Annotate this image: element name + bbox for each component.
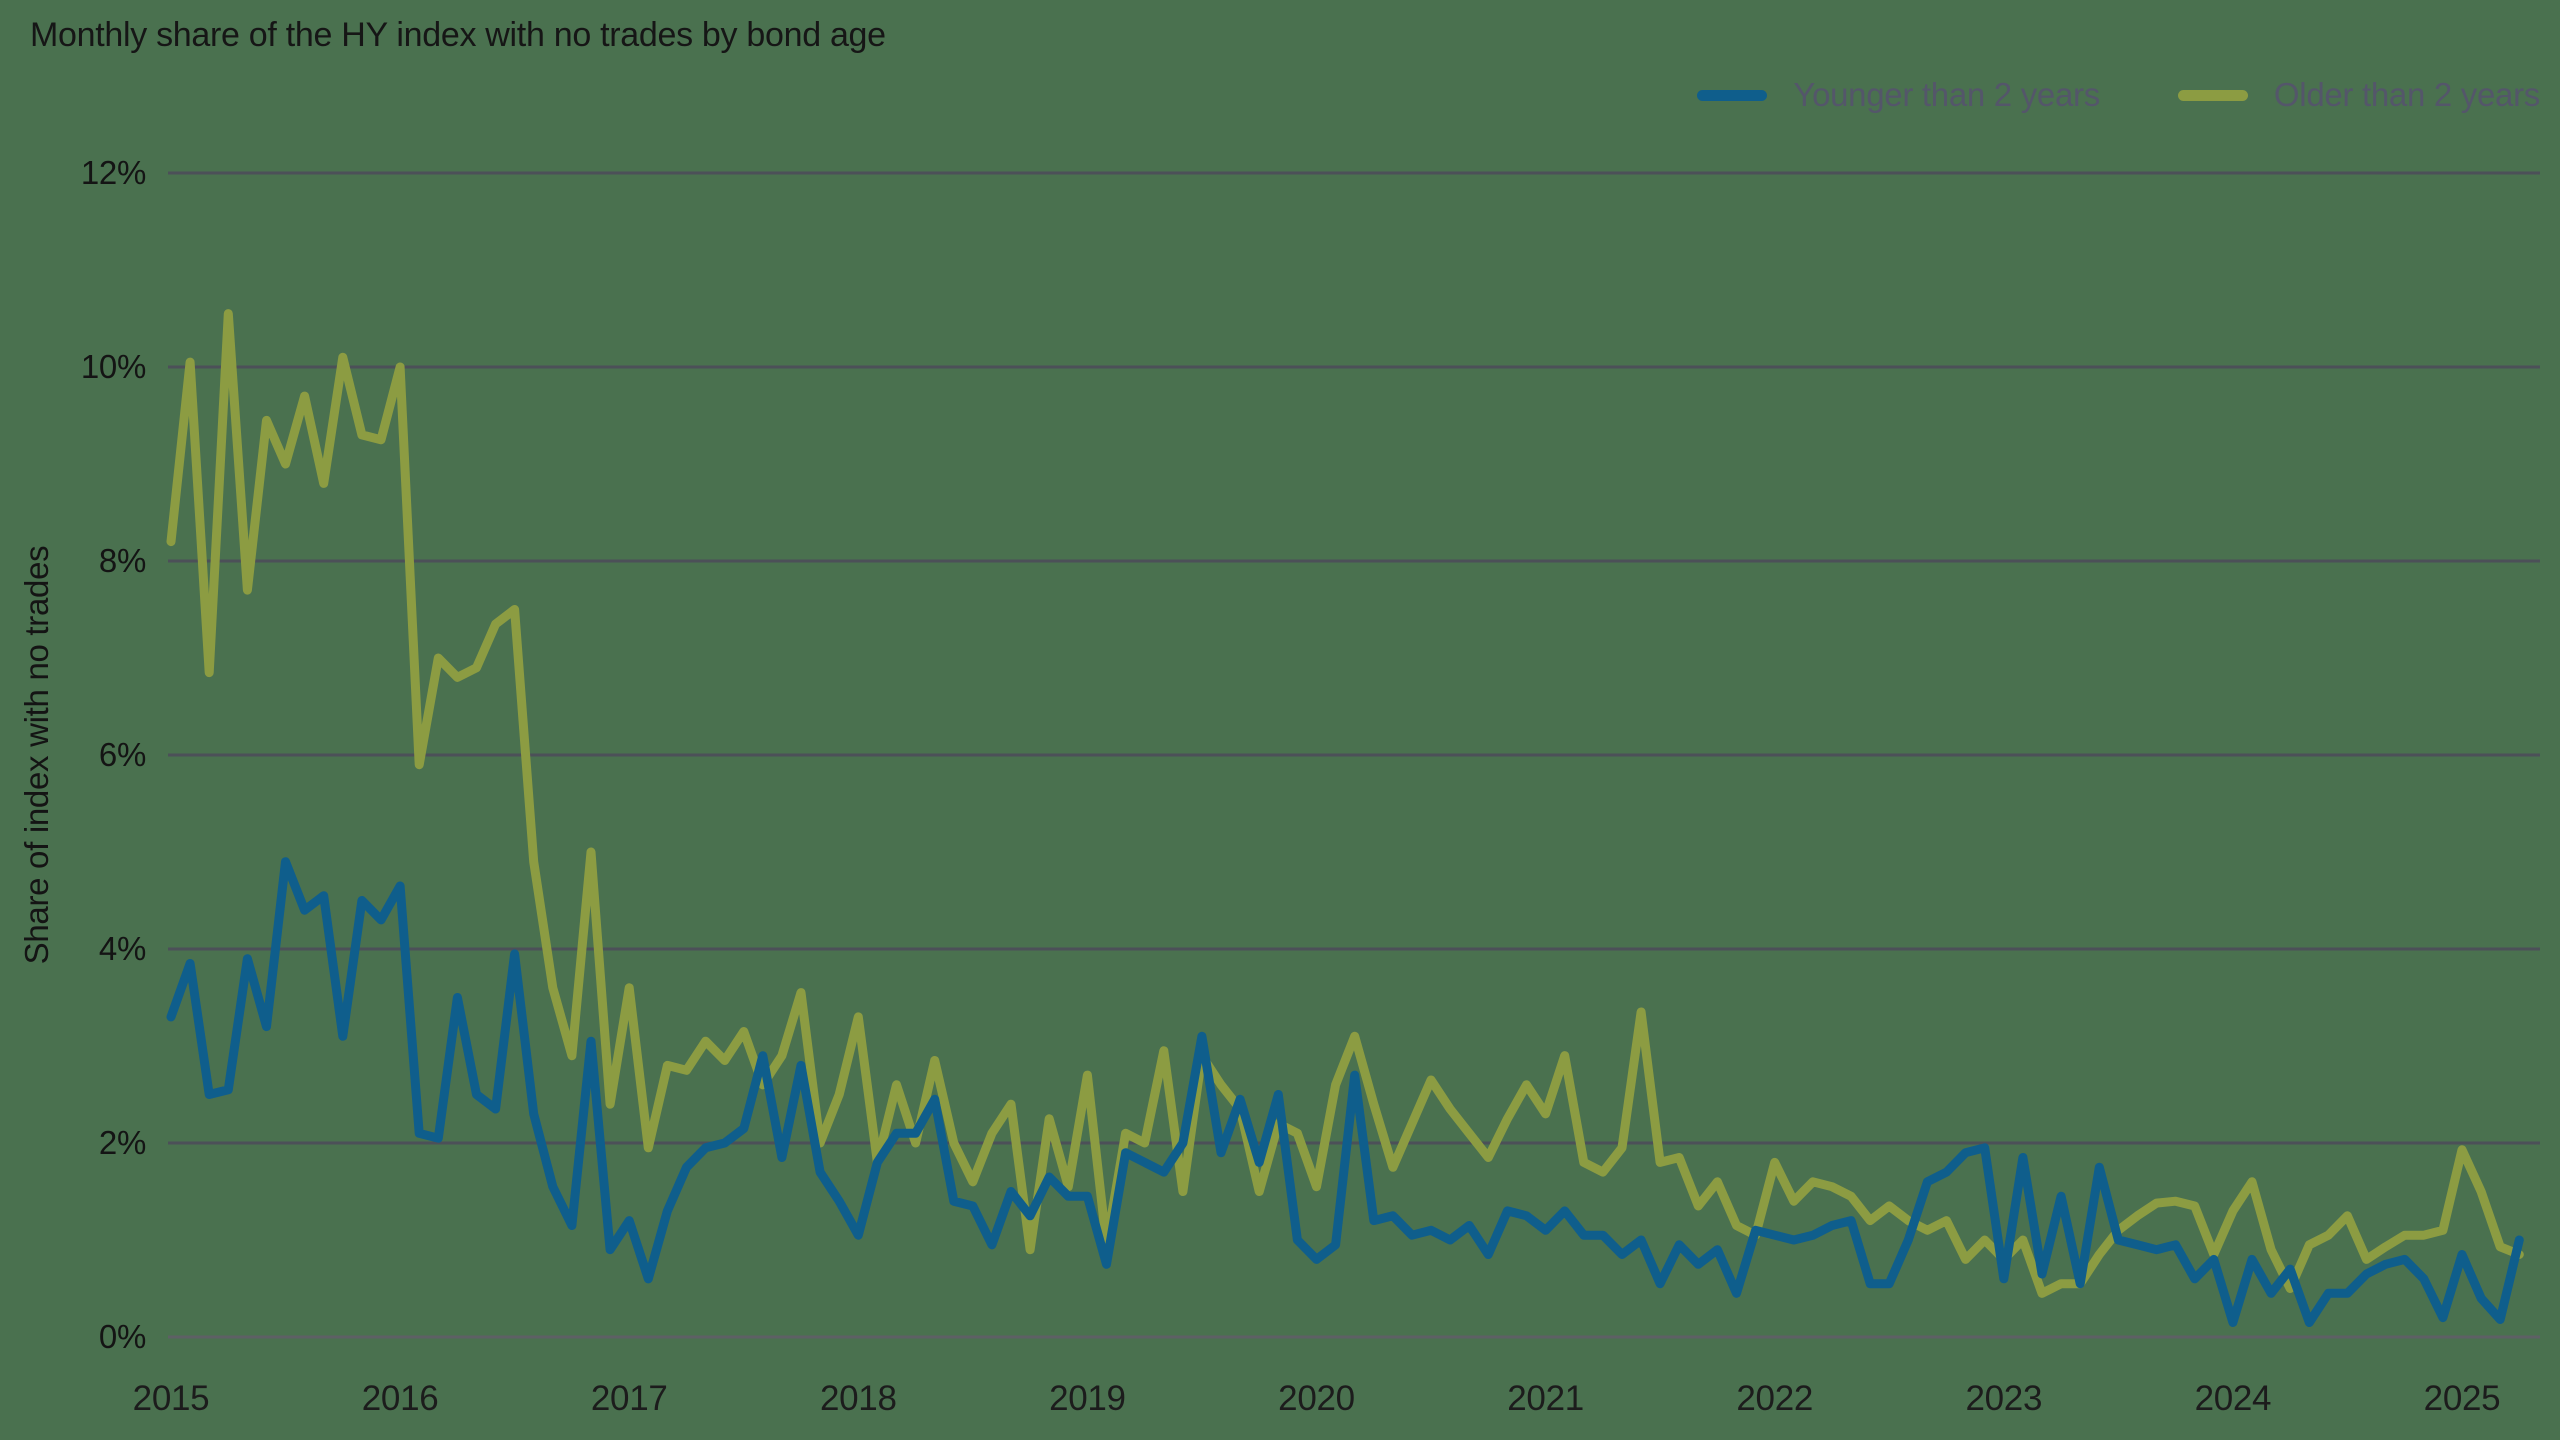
x-tick-label: 2020 <box>1278 1379 1355 1418</box>
y-tick-label: 2% <box>99 1124 146 1161</box>
series-line-older <box>166 309 2524 1298</box>
x-tick-label: 2022 <box>1736 1379 1813 1418</box>
y-tick-label: 0% <box>99 1318 146 1355</box>
y-tick-label: 6% <box>99 736 146 773</box>
chart-title: Monthly share of the HY index with no tr… <box>30 16 886 54</box>
legend-label-older: Older than 2 years <box>2273 76 2540 113</box>
x-tick-label: 2018 <box>820 1379 897 1418</box>
y-tick-label: 12% <box>81 154 146 191</box>
y-tick-label: 8% <box>99 542 146 579</box>
legend-item-younger: Younger than 2 years <box>1697 76 2100 114</box>
x-tick-label: 2016 <box>362 1379 439 1418</box>
legend-item-older: Older than 2 years <box>2177 76 2540 114</box>
y-tick-label: 10% <box>81 348 146 385</box>
x-tick-label: 2025 <box>2424 1379 2501 1418</box>
gridlines <box>168 171 2540 1339</box>
x-tick-label: 2024 <box>2195 1379 2272 1418</box>
legend: Younger than 2 years Older than 2 years <box>1697 76 2540 114</box>
x-tick-label: 2021 <box>1507 1379 1584 1418</box>
x-tick-label: 2019 <box>1049 1379 1126 1418</box>
x-axis-labels: 2015 2016 2017 2018 2019 2020 2021 2022 2023 2024… <box>133 1379 2501 1418</box>
y-axis-labels: 0% 2% 4% 6% 8% 10% 12% <box>81 154 146 1355</box>
legend-swatch-older-icon <box>2177 89 2248 101</box>
series-line-younger <box>166 857 2524 1327</box>
legend-swatch-younger-icon <box>1697 89 1768 101</box>
x-tick-label: 2017 <box>591 1379 668 1418</box>
x-tick-label: 2015 <box>133 1379 210 1418</box>
legend-label-younger: Younger than 2 years <box>1793 76 2100 113</box>
series-lines <box>166 309 2524 1327</box>
y-tick-label: 4% <box>99 930 146 967</box>
x-tick-label: 2023 <box>1965 1379 2042 1418</box>
